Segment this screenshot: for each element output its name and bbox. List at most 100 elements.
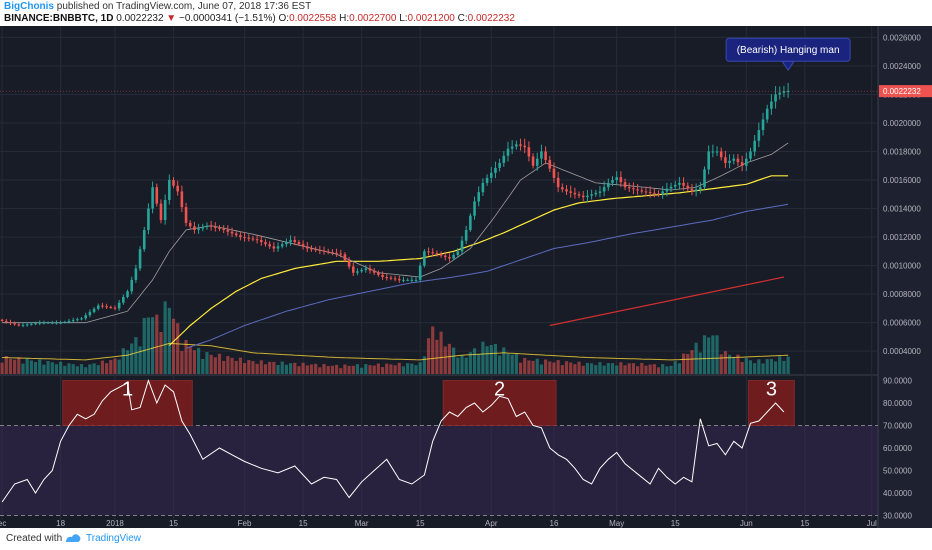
volume-bar	[263, 364, 268, 374]
volume-bar	[552, 362, 556, 374]
candle-body	[782, 91, 786, 93]
time-tick-label: Apr	[485, 519, 498, 528]
volume-bar	[577, 361, 581, 374]
high-value: 0.0022700	[349, 13, 397, 24]
candle-body	[665, 188, 669, 192]
candle-body	[201, 227, 205, 229]
volume-bar	[343, 364, 347, 374]
candle-body	[21, 324, 25, 326]
volume-bar	[610, 363, 615, 374]
candle-body	[180, 191, 184, 208]
volume-bar	[125, 350, 130, 374]
volume-bar	[305, 365, 309, 374]
volume-bar	[456, 357, 460, 374]
candle-body	[653, 192, 656, 194]
time-tick-label: Feb	[238, 519, 252, 528]
candle-body	[473, 201, 476, 216]
volume-bar	[280, 361, 284, 374]
volume-bar	[523, 357, 527, 374]
candle-body	[67, 320, 71, 322]
candle-body	[138, 249, 142, 269]
candle-body	[552, 168, 556, 178]
volume-bar	[67, 363, 71, 374]
volume-bar	[209, 354, 213, 374]
volume-bar	[176, 323, 180, 374]
candle-body	[25, 324, 29, 326]
candle-body	[640, 190, 644, 192]
price-tick-label: 0.0012000	[883, 233, 921, 242]
candle-body	[222, 228, 225, 230]
volume-bar	[636, 366, 640, 374]
candle-body	[761, 119, 765, 131]
candle-body	[205, 225, 209, 228]
volume-bar	[284, 364, 288, 374]
volume-bar	[92, 363, 96, 374]
volume-bar	[681, 353, 686, 374]
volume-bar	[477, 354, 481, 374]
volume-bar	[121, 348, 125, 374]
time-tick-label: Mar	[355, 519, 369, 528]
volume-bar	[151, 317, 155, 374]
chart-area[interactable]: (Bearish) Hanging man 0.0026000 0.0024000 0…	[0, 26, 932, 528]
volume-bar	[397, 362, 401, 374]
volume-bar	[590, 363, 594, 374]
volume-bar	[619, 362, 623, 374]
candle-body	[598, 191, 602, 193]
candle-body	[774, 94, 777, 102]
time-tick-label: 18	[56, 519, 65, 528]
price-tick-label: 0.0010000	[883, 262, 921, 271]
candle-body	[703, 169, 706, 188]
volume-bar	[472, 348, 477, 374]
candle-body	[142, 229, 146, 250]
volume-bar	[422, 356, 426, 374]
candle-body	[347, 260, 351, 267]
time-tick-label: 16	[550, 519, 559, 528]
candle-body	[443, 255, 447, 258]
candle-body	[243, 237, 246, 239]
candle-body	[239, 235, 242, 238]
time-tick-label: 15	[299, 519, 308, 528]
author-name[interactable]: BigChonis	[4, 1, 54, 12]
volume-bar	[372, 365, 376, 374]
candle-body	[96, 305, 100, 309]
volume-bar	[376, 363, 380, 374]
candle-body	[707, 151, 710, 170]
candle-body	[168, 180, 171, 200]
candle-body	[699, 187, 702, 190]
candle-body	[615, 177, 618, 181]
volume-bar	[732, 357, 736, 374]
chart-background	[0, 26, 932, 528]
zone-label: 2	[494, 379, 505, 401]
volume-bar	[255, 363, 259, 374]
volume-bar	[753, 363, 757, 374]
volume-bar	[385, 363, 389, 374]
candle-body	[481, 182, 485, 193]
volume-bar	[247, 360, 251, 374]
candle-body	[163, 200, 167, 220]
candle-body	[297, 242, 301, 245]
volume-bar	[184, 340, 188, 374]
volume-bar	[673, 361, 677, 374]
candle-body	[230, 231, 234, 234]
volume-bar	[686, 353, 690, 374]
volume-ma-line	[2, 342, 789, 361]
candle-body	[510, 146, 514, 149]
volume-bar	[447, 343, 452, 374]
tradingview-brand[interactable]: TradingView	[86, 533, 142, 544]
candle-body	[285, 242, 288, 245]
volume-bar	[4, 356, 8, 374]
candle-body	[42, 322, 46, 324]
volume-bar	[334, 364, 339, 374]
volume-bar	[96, 365, 100, 374]
candle-body	[535, 158, 539, 166]
candle-body	[611, 180, 614, 183]
candle-body	[214, 226, 217, 228]
candle-body	[46, 322, 50, 324]
candle-body	[778, 92, 782, 95]
candle-body	[389, 277, 393, 279]
candle-body	[159, 203, 163, 220]
high-label: H:	[339, 13, 350, 24]
time-tick-label: 15	[416, 519, 425, 528]
candle-body	[494, 167, 497, 173]
volume-bar	[13, 359, 17, 374]
